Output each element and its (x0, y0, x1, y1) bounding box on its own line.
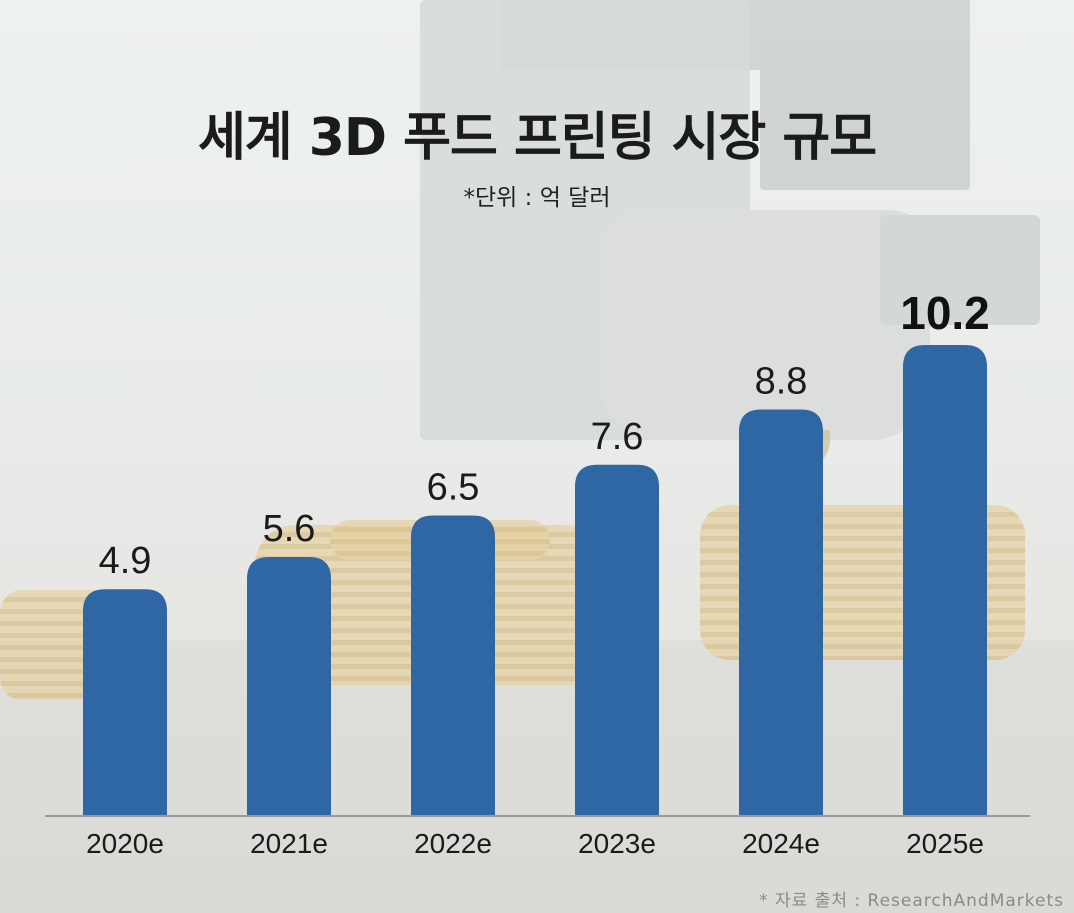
bar (83, 589, 167, 815)
bar (739, 409, 823, 815)
x-tick-label: 2020e (86, 828, 164, 859)
chart-title: 세계 3D 푸드 프린팅 시장 규모 (197, 108, 877, 168)
bar-value-label: 4.9 (99, 540, 152, 582)
printer-motor (760, 40, 970, 190)
bar (575, 464, 659, 815)
table-surface (0, 640, 1074, 913)
printer-arm (880, 215, 1040, 325)
bar-value-label: 10.2 (900, 287, 990, 339)
printer-nozzle-block (600, 210, 930, 440)
bar-value-label: 6.5 (427, 466, 480, 508)
bar (411, 515, 495, 815)
x-tick-label: 2024e (742, 828, 820, 859)
bar-value-label: 8.8 (755, 361, 808, 403)
bar (247, 556, 331, 815)
x-tick-label: 2021e (250, 828, 328, 859)
bar-value-label: 5.6 (263, 508, 316, 550)
x-tick-label: 2023e (578, 828, 656, 859)
source-note: * 자료 출처 : ResearchAndMarkets (759, 891, 1064, 911)
bar-value-label: 7.6 (591, 416, 644, 458)
x-tick-label: 2022e (414, 828, 492, 859)
x-tick-label: 2025e (906, 828, 984, 859)
unit-note: *단위 : 억 달러 (463, 185, 611, 211)
bar (903, 345, 987, 815)
